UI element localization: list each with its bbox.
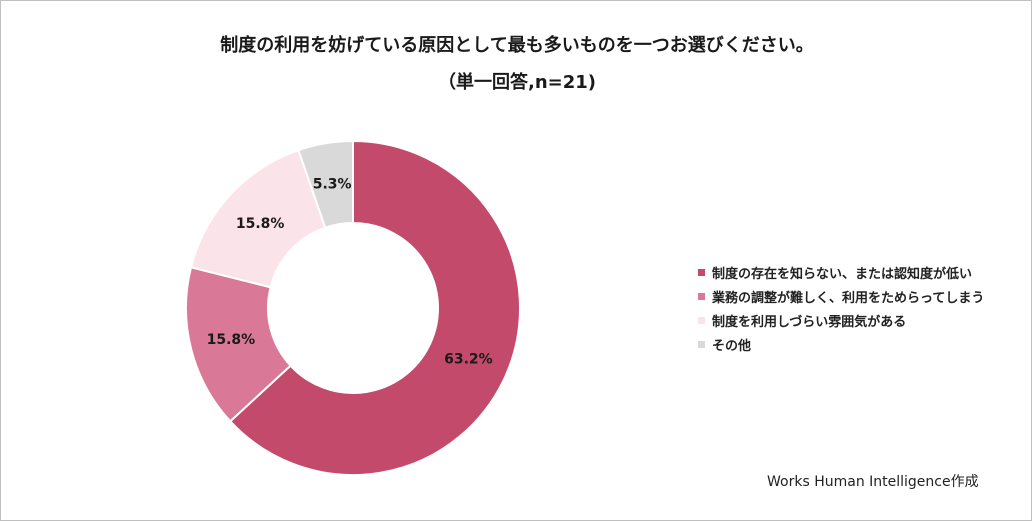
legend-item: その他 xyxy=(698,332,984,356)
donut-slice xyxy=(189,148,327,289)
data-label: 15.8% xyxy=(236,216,285,232)
legend-item: 制度を利用しづらい雰囲気がある xyxy=(698,308,984,332)
data-label: 15.8% xyxy=(207,332,256,348)
donut-slice xyxy=(185,266,292,423)
donut-slice xyxy=(297,139,354,229)
legend-label: その他 xyxy=(712,338,752,354)
chart-title: 制度の利用を妨げている原因として最も多いものを一つお選びください。 xyxy=(220,35,814,56)
legend-swatch xyxy=(698,340,705,348)
legend-swatch xyxy=(698,292,705,300)
data-label: 5.3% xyxy=(313,177,352,193)
legend-label: 制度を利用しづらい雰囲気がある xyxy=(712,314,907,330)
legend-swatch xyxy=(698,316,705,324)
legend: 制度の存在を知らない、または認知度が低い 業務の調整が難しく、利用をためらってし… xyxy=(698,260,984,356)
chart-subtitle: （単一回答,n=21) xyxy=(437,72,596,93)
legend-swatch xyxy=(698,268,705,276)
legend-item: 業務の調整が難しく、利用をためらってしまう xyxy=(698,284,984,308)
data-label: 63.2% xyxy=(444,352,493,368)
donut-slice xyxy=(228,139,521,476)
legend-label: 業務の調整が難しく、利用をためらってしまう xyxy=(712,290,985,306)
source-note: Works Human Intelligence作成 xyxy=(767,474,979,490)
legend-item: 制度の存在を知らない、または認知度が低い xyxy=(698,260,984,284)
legend-label: 制度の存在を知らない、または認知度が低い xyxy=(712,266,973,282)
